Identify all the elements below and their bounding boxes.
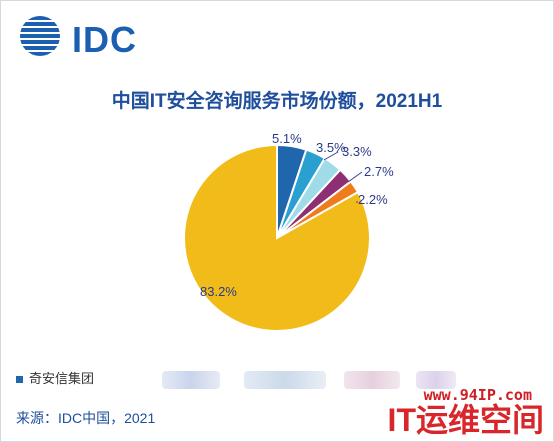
legend: 奇安信集团 [16,368,486,390]
watermark-brand: IT运维空间 [387,402,544,438]
legend-item-blurred [244,368,326,390]
legend-blurred-label [244,370,326,389]
slice-data-label: 3.3% [342,144,372,159]
slice-data-label: 5.1% [272,131,302,146]
slice-data-label: 2.7% [364,164,394,179]
slice-data-label: 2.2% [358,192,388,207]
leader-line [347,171,363,183]
globe-icon [20,16,60,56]
legend-swatch [16,376,23,384]
leader-line [323,151,339,161]
legend-label: 奇安信集团 [29,371,95,386]
legend-blurred-label [416,370,456,389]
chart-title: 中国IT安全咨询服务市场份额，2021H1 [111,91,443,112]
legend-blurred-label [344,370,400,389]
pie-slice [183,143,371,332]
watermark-url: www.94IP.com [423,386,532,404]
idc-logo: IDC [16,10,146,62]
logo-text: IDC [72,19,137,60]
slice-data-label: 3.5% [316,140,346,155]
source-note: 来源：IDC中国，2021 [16,410,156,426]
legend-blurred-label [162,370,220,389]
legend-item-first: 奇安信集团 [16,368,94,390]
legend-item-blurred [416,368,456,390]
legend-item-blurred [344,368,400,390]
legend-item-blurred [162,368,220,390]
slice-data-label: 83.2% [200,284,237,299]
